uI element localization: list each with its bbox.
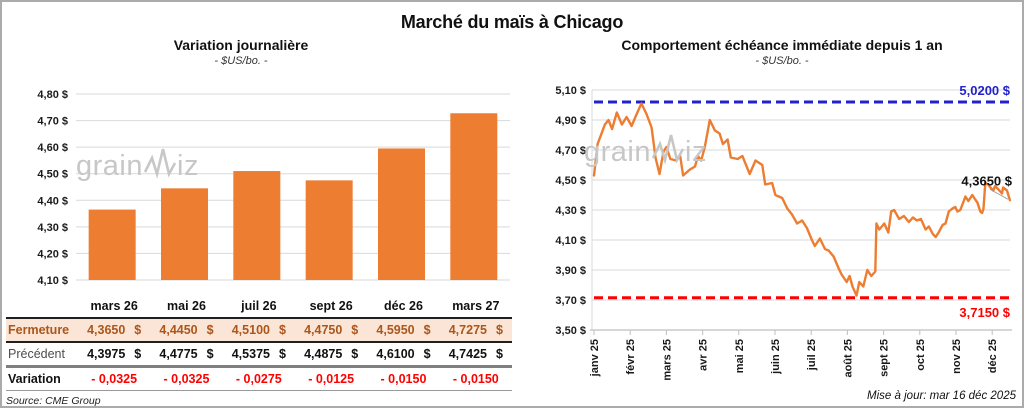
bar-chart-svg: 4,80 $ 4,70 $ 4,60 $ 4,50 $ 4,40 $ 4,30 $ 4,20… (37, 89, 510, 287)
line-chart-title: Comportement échéance immédiate depuis 1… (621, 37, 943, 53)
row-label: Précédent (8, 347, 65, 361)
last-value-label: 4,3650 $ (961, 173, 1012, 188)
bar-mars 27 (450, 113, 498, 280)
y-axis-label: 4,50 $ (555, 175, 586, 187)
table-corner-cell (6, 303, 78, 311)
y-axis-label: 3,50 $ (555, 325, 586, 337)
row-label: Fermeture (8, 323, 70, 337)
table-row-variation: Variation - 0,0325 - 0,0325 - 0,0275 - 0… (6, 368, 512, 391)
y-axis-label: 3,70 $ (555, 295, 586, 307)
table-cell: - 0,0150 (380, 372, 427, 386)
leader-line (989, 188, 1009, 200)
column-header: mars 27 (452, 299, 500, 313)
bar-mai 26 (161, 188, 208, 280)
table-cell: 4,4450 $ (159, 323, 214, 337)
table-cell: 4,3975 $ (87, 347, 142, 361)
table-cell: - 0,0275 (235, 372, 282, 386)
front-month-panel: Comportement échéance immédiate depuis 1… (542, 36, 1022, 386)
table-cell: 4,7275 $ (448, 323, 503, 337)
table-header-row: mars 26 mai 26 juil 26 sept 26 déc 26 ma… (6, 296, 512, 319)
row-label: Variation (8, 372, 61, 386)
table-cell: 4,5375 $ (231, 347, 286, 361)
table-cell: - 0,0150 (452, 372, 499, 386)
table-cell: - 0,0325 (163, 372, 210, 386)
y-axis-label: 4,80 $ (37, 89, 68, 101)
y-axis-label: 4,40 $ (37, 195, 68, 207)
line-chart-area: 5,10 $ 4,90 $ 4,70 $ 4,50 $ 4,30 $ 4,10 $ 3,90… (542, 72, 1022, 386)
bar-chart-area: 4,80 $ 4,70 $ 4,60 $ 4,50 $ 4,40 $ 4,30 $ 4,20… (6, 74, 512, 288)
table-cell: 4,4775 $ (159, 347, 214, 361)
x-axis-label: juin 25 (770, 339, 782, 375)
column-header: mars 26 (90, 299, 138, 313)
table-cell: 4,7425 $ (448, 347, 503, 361)
x-axis-label: oct 25 (915, 339, 927, 371)
line-chart-subtitle: - $US/bo. - (755, 55, 809, 67)
y-axis-label: 5,10 $ (555, 85, 586, 97)
x-axis-label: mars 25 (661, 339, 673, 381)
bar-juil 26 (233, 171, 281, 280)
x-axis-label: avr 25 (698, 339, 710, 371)
table-cell: 4,4750 $ (304, 323, 359, 337)
x-axis-label: nov 25 (951, 339, 963, 374)
futures-price-table: mars 26 mai 26 juil 26 sept 26 déc 26 ma… (6, 296, 512, 391)
y-axis-label: 4,90 $ (555, 115, 586, 127)
x-axis-label: sept 25 (879, 339, 891, 377)
x-axis-label: mai 25 (734, 339, 746, 373)
bar-chart-title: Variation journalière (173, 37, 309, 53)
table-cell: 4,6100 $ (376, 347, 431, 361)
table-row-precedent: Précédent 4,3975 $ 4,4775 $ 4,5375 $ 4,4875… (6, 343, 512, 368)
y-axis-label: 4,10 $ (37, 275, 68, 287)
high-value-label: 5,0200 $ (959, 83, 1010, 98)
daily-variation-panel: Variation journalière - $US/bo. - 4,80 $… (6, 36, 512, 407)
line-chart-svg: 5,10 $ 4,90 $ 4,70 $ 4,50 $ 4,30 $ 4,10 $ 3,90… (555, 83, 1012, 381)
bar-mars 26 (88, 209, 136, 280)
table-cell: 4,3650 $ (87, 323, 142, 337)
source-note: Source: CME Group (6, 395, 101, 407)
column-header: juil 26 (241, 299, 277, 313)
y-axis-label: 4,30 $ (37, 222, 68, 234)
page-title: Marché du maïs à Chicago (400, 12, 624, 32)
y-axis-label: 4,60 $ (37, 142, 68, 154)
y-axis-label: 4,70 $ (555, 145, 586, 157)
table-cell: - 0,0125 (308, 372, 355, 386)
table-cell: 4,5100 $ (231, 323, 286, 337)
x-axis-label: juil 25 (806, 339, 818, 371)
x-axis-label: janv 25 (589, 339, 601, 377)
column-header: mai 26 (167, 299, 206, 313)
y-axis-label: 4,30 $ (555, 205, 586, 217)
y-axis-label: 3,90 $ (555, 265, 586, 277)
y-axis-label: 4,10 $ (555, 235, 586, 247)
price-series-line (592, 102, 1012, 297)
table-cell: 4,5950 $ (376, 323, 431, 337)
column-header: sept 26 (309, 299, 353, 313)
y-axis-label: 4,50 $ (37, 169, 68, 181)
bar-sept 26 (305, 180, 353, 280)
table-row-fermeture: Fermeture 4,3650 $ 4,4450 $ 4,5100 $ 4,4750… (6, 319, 512, 343)
x-axis-label: déc 25 (987, 339, 999, 373)
x-axis-label: févr 25 (625, 339, 637, 374)
low-value-label: 3,7150 $ (959, 305, 1010, 320)
y-axis-label: 4,20 $ (37, 248, 68, 260)
column-header: déc 26 (384, 299, 423, 313)
updated-note: Mise à jour: mar 16 déc 2025 (867, 390, 1016, 402)
table-cell: - 0,0325 (91, 372, 138, 386)
x-axis-label: août 25 (842, 339, 854, 378)
bar-déc 26 (378, 148, 425, 280)
y-axis-label: 4,70 $ (37, 116, 68, 128)
table-cell: 4,4875 $ (304, 347, 359, 361)
bar-chart-subtitle: - $US/bo. - (214, 55, 268, 67)
